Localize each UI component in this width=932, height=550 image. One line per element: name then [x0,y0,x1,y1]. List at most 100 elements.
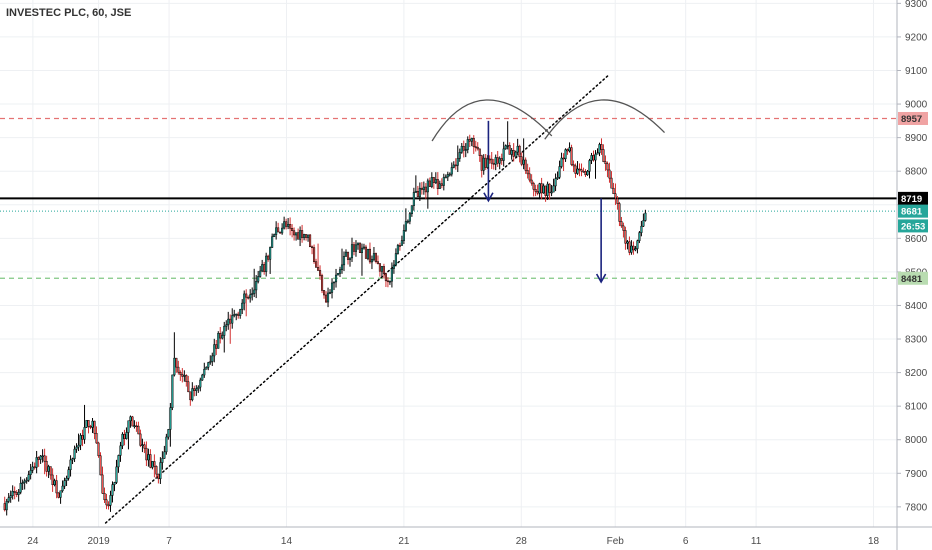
candle-body [362,246,366,249]
price-tag [898,219,928,233]
candle-body [43,455,46,462]
candle-body [512,149,515,157]
candle-body [57,492,60,498]
candle-body [400,240,403,246]
price-tag-label: 26:53 [901,221,925,232]
candle-body [518,145,521,158]
y-tick-label: 8800 [905,167,928,178]
trendline [104,74,609,524]
candle-body [492,162,495,165]
candle-body [450,167,453,175]
candle-body [47,466,50,472]
candle-body [366,248,370,259]
candle-body [502,148,505,161]
candle-body [321,275,324,291]
candle-body [237,313,240,316]
candle-body [338,269,342,274]
candle-body [145,447,148,461]
candle-body [273,234,276,238]
candle-body [608,169,611,179]
candle-body [640,225,643,233]
price-tag-label: 8481 [901,274,923,285]
candle-body [578,168,581,171]
candle-body [169,407,172,430]
candle-body [85,420,88,428]
x-tick-label: 18 [868,536,880,547]
candle-body [309,234,312,248]
candle-body [151,461,154,468]
candle-body [582,170,585,173]
horizontal-levels [0,117,897,279]
candle-body [217,333,220,349]
candle-body [610,177,613,189]
candle-body [105,499,108,506]
candle-body [191,388,194,401]
candle-body [384,273,387,282]
candle-body [414,190,417,193]
candle-body [408,213,411,222]
candle-body [275,227,278,235]
candle-body [257,276,260,282]
candle-body [344,251,348,257]
candle-body [342,256,346,266]
candle-body [59,490,62,498]
candle-body [269,247,272,260]
candle-body [5,501,8,511]
candle-body [211,355,214,362]
candle-body [87,420,90,427]
candle-body [498,158,501,164]
candle-body [255,280,258,291]
candle-body [41,455,44,458]
candle-body [207,362,210,368]
candle-body [7,497,10,502]
candle-body [149,454,152,468]
candle-body [554,178,557,187]
arrow-head [595,273,607,284]
candle-body [123,433,126,439]
candle-body [223,325,226,336]
x-tick-label: 24 [27,536,39,547]
candle-body [420,187,423,190]
candle-body [488,158,491,161]
candle-body [277,227,280,233]
candle-body [570,147,573,165]
candle-body [630,245,633,253]
candle-body [522,159,525,165]
candle-body [534,189,537,192]
price-tag-label: 8681 [901,207,923,218]
candle-body [628,241,631,253]
candle-body [281,227,284,234]
candle-body [632,245,635,251]
candle-body [247,296,250,299]
candle-body [442,177,445,186]
candle-body [213,344,216,357]
candle-body [233,314,236,316]
candle-body [412,192,415,206]
candle-body [245,293,248,298]
candle-body [315,261,318,268]
candle-body [313,247,316,262]
candle-body [596,152,599,155]
candle-body [63,480,66,487]
candle-body [458,152,461,159]
candle-body [219,333,222,339]
candle-body [528,173,531,181]
candle-body [267,255,270,260]
candle-body [243,293,246,304]
chart-title: INVESTEC PLC, 60, JSE [6,7,131,19]
candle-body [107,504,110,507]
candle-body [430,177,433,187]
candle-body [540,183,543,194]
candle-body [574,165,577,174]
y-tick-label: 9100 [905,66,928,77]
candle-body [348,257,352,260]
y-tick-label: 8000 [905,435,928,446]
candle-body [426,180,429,193]
candle-body [506,145,509,147]
candle-body [293,230,296,236]
price-tag [898,191,928,205]
x-tick-label: 28 [516,536,528,547]
candle-body [550,191,553,194]
candle-body [562,157,565,160]
candle-body [157,473,160,480]
